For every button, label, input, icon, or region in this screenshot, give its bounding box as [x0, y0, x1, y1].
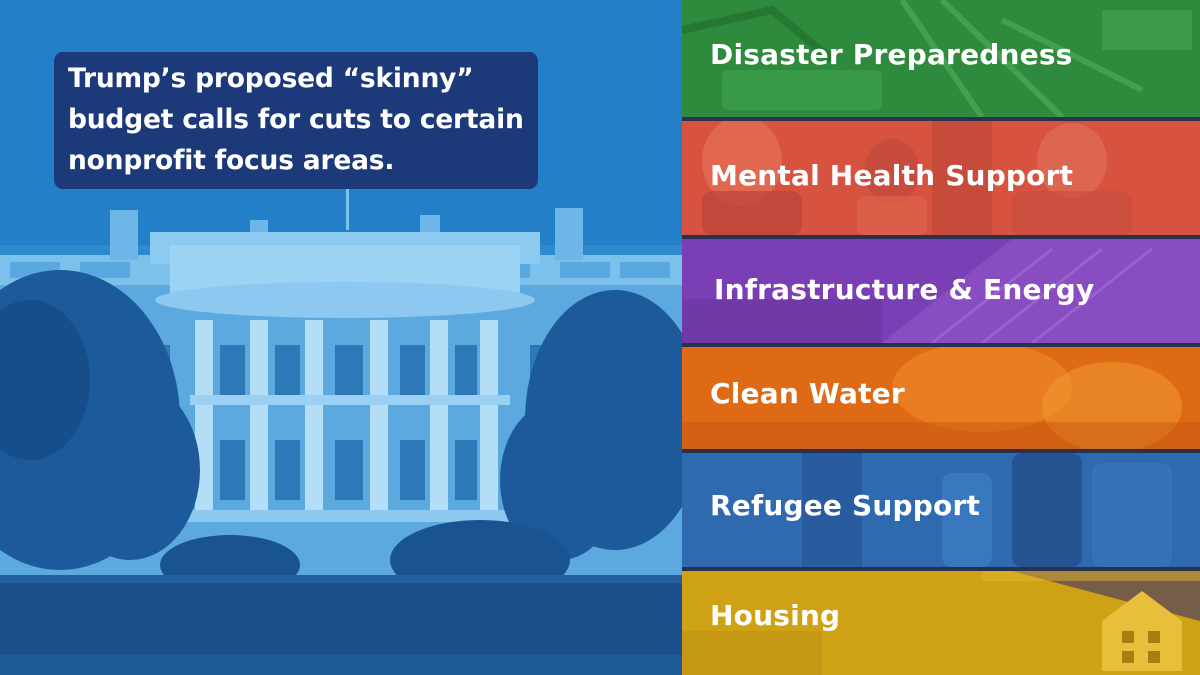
focus-area-label: Housing: [710, 599, 841, 632]
infrastructure-photo-illustration: [682, 239, 1200, 343]
focus-area-label: Clean Water: [710, 377, 905, 410]
housing-photo-illustration: [682, 571, 1200, 675]
focus-area-refugee-support: Refugee Support: [682, 453, 1200, 567]
focus-area-mental-health-support: Mental Health Support: [682, 121, 1200, 235]
focus-area-label: Infrastructure & Energy: [714, 273, 1095, 306]
headline-line-3: nonprofit focus areas.: [68, 145, 395, 176]
headline-line-1: Trump’s proposed “skinny”: [68, 63, 474, 94]
band-separator: [682, 117, 1200, 121]
focus-area-label: Refugee Support: [710, 489, 981, 522]
band-separator: [682, 449, 1200, 453]
focus-area-housing: Housing: [682, 571, 1200, 675]
focus-area-clean-water: Clean Water: [682, 347, 1200, 449]
headline-line-2: budget calls for cuts to certain: [68, 104, 524, 135]
focus-areas-panel: Disaster Preparedness Mental Health Supp…: [682, 0, 1200, 675]
focus-area-label: Disaster Preparedness: [710, 38, 1073, 71]
band-separator: [682, 235, 1200, 239]
focus-area-disaster-preparedness: Disaster Preparedness: [682, 0, 1200, 117]
band-separator: [682, 567, 1200, 571]
mental-health-photo-illustration: [682, 121, 1200, 235]
focus-area-label: Mental Health Support: [710, 159, 1074, 192]
clean-water-photo-illustration: [682, 347, 1200, 449]
disaster-photo-illustration: [682, 0, 1200, 117]
refugee-photo-illustration: [682, 453, 1200, 567]
headline-box: Trump’s proposed “skinny” budget calls f…: [54, 52, 538, 189]
focus-area-infrastructure-energy: Infrastructure & Energy: [682, 239, 1200, 343]
band-separator: [682, 343, 1200, 347]
white-house-photo-panel: Trump’s proposed “skinny” budget calls f…: [0, 0, 682, 675]
